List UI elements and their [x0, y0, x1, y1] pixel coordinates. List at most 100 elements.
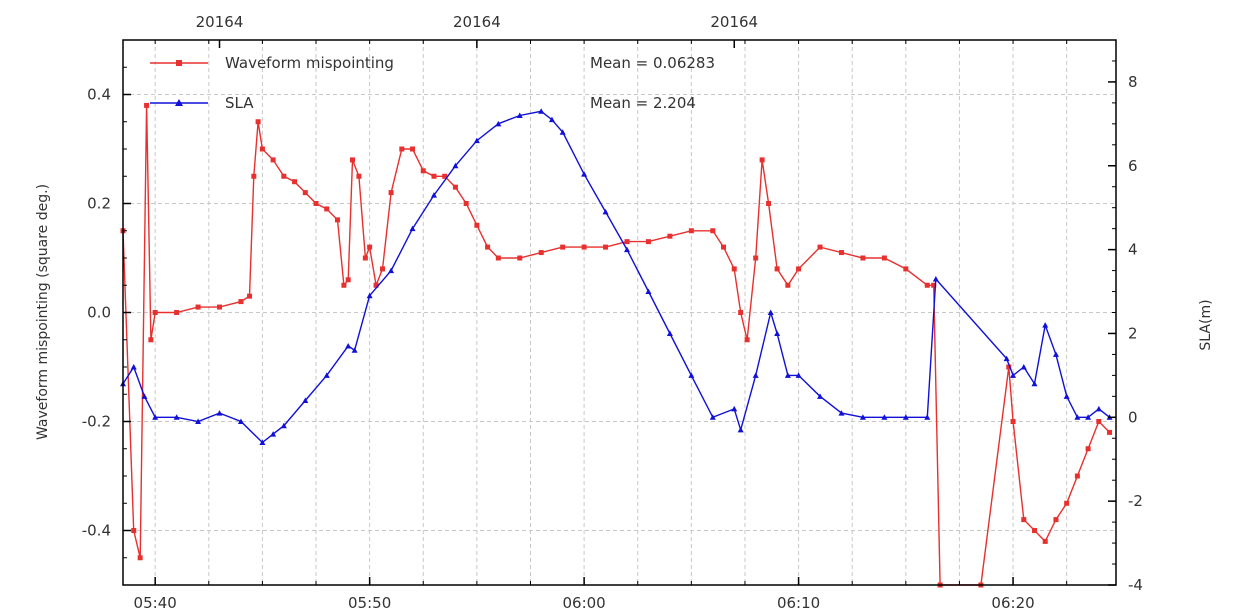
data-point-sla [195, 418, 202, 424]
data-point-sla [495, 120, 502, 127]
legend-mean-sla: Mean = 2.204 [590, 94, 696, 112]
data-point-waveform-mispointing [345, 277, 351, 283]
data-point-waveform-mispointing [1096, 419, 1102, 424]
y-tick-label: -0.4 [82, 522, 111, 540]
data-point-sla [932, 275, 939, 282]
data-point-sla [924, 414, 931, 420]
data-point-waveform-mispointing [881, 255, 887, 261]
y-tick-label: 0.0 [87, 304, 111, 322]
data-point-sla [737, 426, 744, 433]
data-point-sla [237, 418, 244, 424]
data-point-sla [548, 116, 555, 123]
data-point-sla [1010, 372, 1017, 378]
data-point-sla [774, 330, 781, 336]
data-point-waveform-mispointing [1032, 528, 1038, 533]
data-point-waveform-mispointing [431, 173, 437, 179]
data-point-sla [1052, 351, 1059, 357]
data-point-sla [473, 137, 480, 144]
data-point-sla [130, 364, 137, 370]
data-point-waveform-mispointing [302, 190, 308, 196]
data-point-waveform-mispointing [292, 179, 298, 185]
data-point-waveform-mispointing [255, 119, 261, 125]
y2-tick-label: 0 [1128, 408, 1138, 426]
data-point-waveform-mispointing [796, 266, 802, 272]
data-point-sla [345, 343, 352, 349]
data-point-waveform-mispointing [753, 255, 759, 261]
axes: 05:40 05:50 06:00 06:10 06:20 20164 20164 20164… [82, 13, 1143, 612]
data-point-waveform-mispointing [774, 266, 780, 272]
data-point-waveform-mispointing [667, 233, 673, 239]
data-point-sla [141, 393, 148, 399]
data-point-waveform-mispointing [721, 244, 727, 250]
data-point-waveform-mispointing [838, 250, 844, 256]
data-point-waveform-mispointing [688, 228, 694, 234]
data-point-sla [1042, 322, 1049, 328]
x-tick-label: 06:20 [991, 594, 1034, 612]
data-point-sla [323, 372, 330, 378]
data-point-waveform-mispointing [817, 244, 823, 250]
data-point-waveform-mispointing [766, 201, 772, 206]
y2-tick-label: 2 [1128, 324, 1138, 342]
data-point-sla [280, 422, 287, 429]
data-point-waveform-mispointing [251, 173, 257, 179]
data-point-sla [602, 208, 609, 215]
data-point-sla [784, 372, 791, 378]
data-point-waveform-mispointing [759, 157, 765, 163]
data-point-sla [1063, 393, 1070, 399]
data-point-sla [731, 405, 738, 412]
data-point-waveform-mispointing [341, 282, 347, 288]
data-point-waveform-mispointing [1021, 517, 1027, 523]
data-point-waveform-mispointing [744, 337, 750, 343]
data-point-waveform-mispointing [131, 528, 137, 533]
data-point-sla [666, 330, 673, 336]
data-point-waveform-mispointing [452, 184, 458, 190]
data-point-waveform-mispointing [137, 555, 143, 561]
x-tick-label: 05:50 [348, 594, 391, 612]
data-point-waveform-mispointing [399, 146, 405, 152]
x-tick-label: 05:40 [134, 594, 177, 612]
data-point-sla [709, 414, 716, 420]
data-point-waveform-mispointing [538, 250, 544, 256]
grid [123, 40, 1116, 585]
data-point-sla [624, 246, 631, 253]
y2-tick-label: 4 [1128, 241, 1138, 259]
data-point-waveform-mispointing [1053, 517, 1059, 523]
data-point-waveform-mispointing [380, 266, 386, 272]
data-point-sla [817, 393, 824, 399]
data-point-waveform-mispointing [1107, 429, 1113, 435]
data-point-sla [516, 112, 523, 118]
data-point-sla [752, 372, 759, 378]
legend-label-mispointing: Waveform mispointing [225, 54, 394, 72]
data-point-sla [302, 397, 309, 404]
data-point-waveform-mispointing [174, 310, 180, 315]
data-point-waveform-mispointing [474, 222, 480, 228]
data-point-waveform-mispointing [270, 157, 276, 163]
data-point-waveform-mispointing [1006, 364, 1012, 370]
data-point-waveform-mispointing [217, 304, 223, 310]
series-layer [120, 102, 1113, 588]
data-point-waveform-mispointing [560, 244, 566, 250]
data-point-waveform-mispointing [785, 282, 791, 288]
legend-label-sla: SLA [225, 94, 254, 112]
legend-marker-mispointing [176, 60, 182, 66]
data-point-sla [173, 414, 180, 420]
data-point-waveform-mispointing [410, 146, 416, 152]
data-point-sla [366, 292, 373, 299]
data-point-sla [1095, 405, 1102, 412]
data-point-waveform-mispointing [313, 201, 319, 206]
legend-marker-sla [175, 99, 183, 106]
right-axis-title: SLA(m) [1198, 299, 1214, 350]
data-point-sla [1031, 380, 1038, 387]
data-point-sla [1020, 364, 1027, 370]
data-point-sla [152, 414, 159, 420]
data-point-waveform-mispointing [148, 337, 154, 343]
data-point-sla [688, 372, 695, 378]
data-point-waveform-mispointing [144, 102, 150, 108]
data-point-waveform-mispointing [1010, 419, 1016, 424]
legend: Waveform mispointing Mean = 0.06283 SLA … [150, 54, 715, 112]
data-point-waveform-mispointing [738, 310, 744, 315]
data-point-waveform-mispointing [388, 190, 394, 196]
data-point-sla [259, 439, 266, 445]
data-point-waveform-mispointing [420, 168, 426, 174]
